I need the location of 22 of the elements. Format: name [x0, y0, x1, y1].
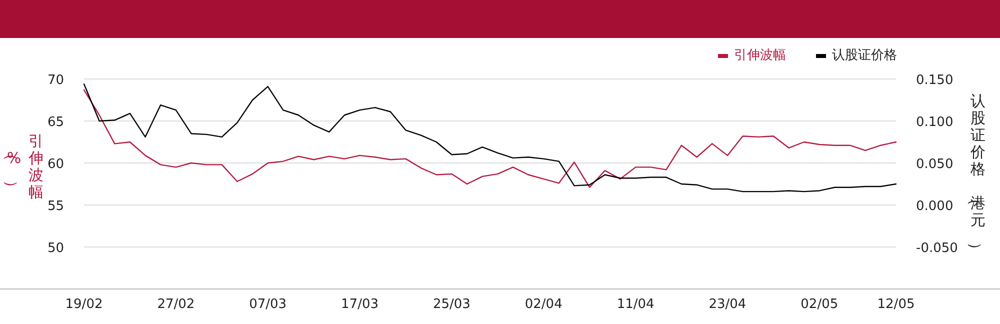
y-tick-label: 60	[47, 157, 64, 172]
x-tick-label: 07/03	[249, 297, 287, 312]
legend-label: 认股证价格	[832, 48, 897, 63]
x-tick-label: 27/02	[157, 297, 195, 312]
y2-tick-label: 0.100	[916, 115, 954, 130]
legend-label: 引伸波幅	[734, 48, 786, 63]
x-tick-label: 19/02	[65, 297, 103, 312]
y-tick-label: 65	[47, 115, 64, 130]
x-tick-label: 02/04	[524, 297, 562, 312]
y-tick-label: 55	[47, 199, 64, 214]
x-tick-label: 12/05	[877, 297, 915, 312]
x-tick-label: 25/03	[432, 297, 470, 312]
y-tick-label: 50	[47, 241, 64, 256]
x-tick-label: 02/05	[800, 297, 838, 312]
y2-tick-label: 0.150	[916, 73, 954, 88]
y-tick-label: 70	[47, 73, 64, 88]
y2-tick-label: 0.000	[916, 199, 954, 214]
x-tick-label: 11/04	[616, 297, 654, 312]
y2-tick-label: -0.050	[916, 241, 958, 256]
y2-tick-label: 0.050	[916, 157, 954, 172]
x-tick-label: 17/03	[341, 297, 379, 312]
x-tick-label: 23/04	[708, 297, 746, 312]
